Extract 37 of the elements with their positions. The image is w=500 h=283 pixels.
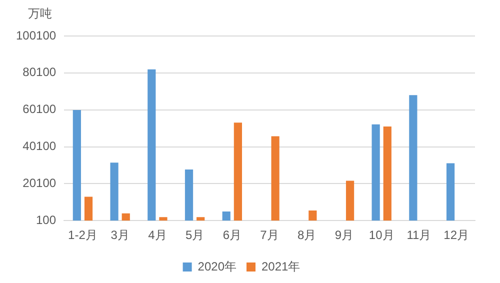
bar — [234, 122, 242, 221]
bar — [196, 217, 205, 221]
bar — [372, 124, 380, 221]
bar — [72, 110, 81, 221]
bar — [148, 69, 156, 221]
x-tick-label: 12月 — [444, 228, 469, 242]
bar — [383, 126, 392, 221]
bar — [184, 169, 194, 221]
x-tick-label: 9月 — [334, 228, 354, 242]
y-tick-label: 20100 — [22, 176, 56, 190]
bar — [159, 217, 168, 221]
x-tick-label: 10月 — [368, 228, 394, 242]
x-tick-label: 6月 — [222, 228, 242, 242]
x-tick-label: 4月 — [148, 228, 167, 242]
bar — [346, 180, 354, 221]
y-tick-label: 80100 — [22, 65, 56, 80]
bar — [271, 136, 280, 221]
bar — [110, 162, 118, 221]
bar — [409, 95, 418, 221]
x-tick-label: 1-2月 — [68, 228, 98, 242]
y-tick-label: 60100 — [22, 102, 56, 116]
y-axis-title: 万吨 — [28, 6, 52, 20]
bar — [222, 212, 230, 221]
x-tick-label: 7月 — [260, 228, 279, 242]
x-tick-label: 5月 — [185, 228, 204, 242]
legend-label: 2020年 — [198, 259, 237, 274]
x-tick-label: 3月 — [110, 228, 130, 242]
y-tick-label: 100 — [36, 212, 56, 227]
legend-label: 2021年 — [262, 259, 300, 274]
x-tick-label: 11月 — [406, 228, 432, 242]
bar — [308, 210, 317, 221]
y-tick-label: 100100 — [16, 28, 56, 42]
y-tick-label: 40100 — [22, 139, 56, 154]
x-tick-label: 8月 — [298, 228, 316, 242]
bar — [446, 163, 455, 221]
bar — [122, 213, 130, 221]
bar — [84, 196, 93, 221]
